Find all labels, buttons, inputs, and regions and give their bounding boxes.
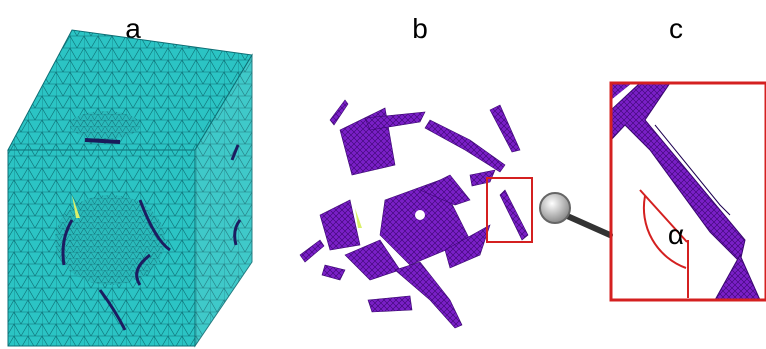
panel-label: b [412,13,428,44]
cube [8,30,252,346]
angle-label: α [668,219,684,250]
figure: a b c [0,0,766,349]
magnifier [540,193,610,235]
marker [355,208,362,228]
fracture-network [300,100,528,328]
hole [415,210,425,220]
panel-label: c [669,13,683,44]
zoom-view: α [611,83,766,300]
